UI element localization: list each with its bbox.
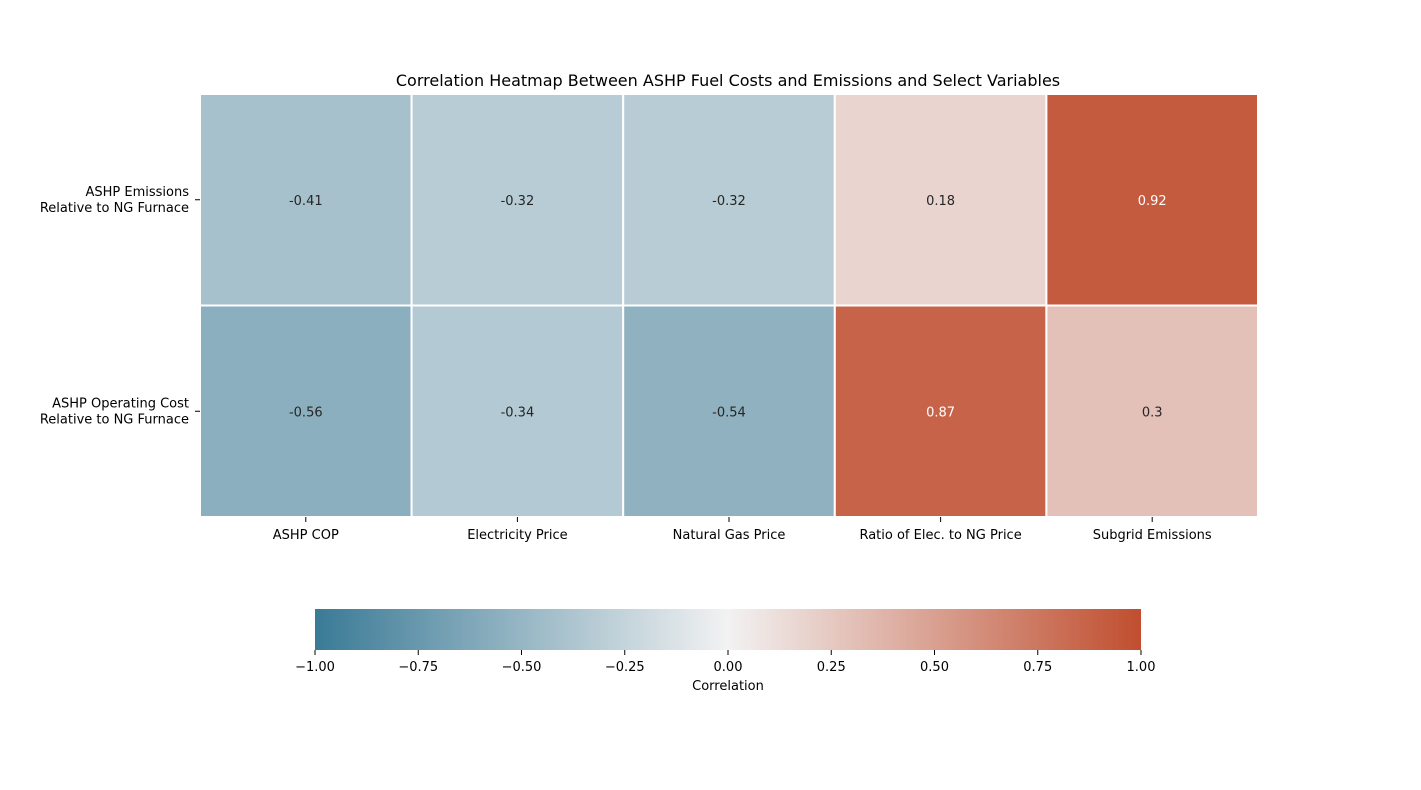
heatmap-cells: -0.41 -0.32 -0.32 0.18 0.92 -0.56 -0.34 -0.54 0.… [199,93,1260,518]
column-label: Subgrid Emissions [1093,528,1212,543]
column-label: Ratio of Elec. to NG Price [859,528,1021,543]
cell-value-label: -0.34 [501,405,535,420]
column-label: Electricity Price [467,528,567,543]
cell-value-label: 0.92 [1138,194,1167,209]
colorbar-tick-label: −0.25 [605,660,645,675]
row-label: ASHP Operating Cost Relative to NG Furnac… [40,396,189,427]
cell-value-label: 0.3 [1142,405,1163,420]
cell-value-label: 0.18 [926,194,955,209]
heatmap-cell [199,304,413,518]
heatmap-cell [199,93,413,307]
cell-value-label: -0.32 [501,194,535,209]
row-labels: ASHP Emissions Relative to NG Furnace ASHP… [40,185,200,427]
cell-value-label: -0.54 [712,405,746,420]
colorbar: −1.00 −0.75 −0.50 −0.25 0.00 0.25 0.50 0.75 1.00… [295,609,1155,694]
colorbar-tick-label: 1.00 [1127,660,1156,675]
row-label: ASHP Emissions Relative to NG Furnace [40,185,189,216]
cell-value-label: -0.32 [712,194,746,209]
column-label: ASHP COP [273,528,339,543]
heatmap-cell [622,93,836,307]
colorbar-gradient [315,609,1141,650]
cell-value-label: 0.87 [926,405,955,420]
colorbar-tick-label: 0.50 [920,660,949,675]
heatmap-cell [1045,93,1260,307]
column-label: Natural Gas Price [673,528,786,543]
colorbar-label: Correlation [692,679,764,694]
cell-value-label: -0.56 [289,405,323,420]
colorbar-tick-label: 0.25 [817,660,846,675]
colorbar-tick-label: 0.00 [714,660,743,675]
chart-title: Correlation Heatmap Between ASHP Fuel Co… [396,71,1060,90]
colorbar-tick-label: −0.50 [502,660,542,675]
heatmap-cell [1045,304,1260,518]
column-labels: ASHP COP Electricity Price Natural Gas Pri… [273,517,1212,543]
colorbar-tick-label: −0.75 [398,660,438,675]
cell-value-label: -0.41 [289,194,323,209]
colorbar-tick-label: −1.00 [295,660,335,675]
heatmap-cell [622,304,836,518]
colorbar-tick-label: 0.75 [1023,660,1052,675]
heatmap-cell [410,93,625,307]
heatmap-cell [833,93,1048,307]
